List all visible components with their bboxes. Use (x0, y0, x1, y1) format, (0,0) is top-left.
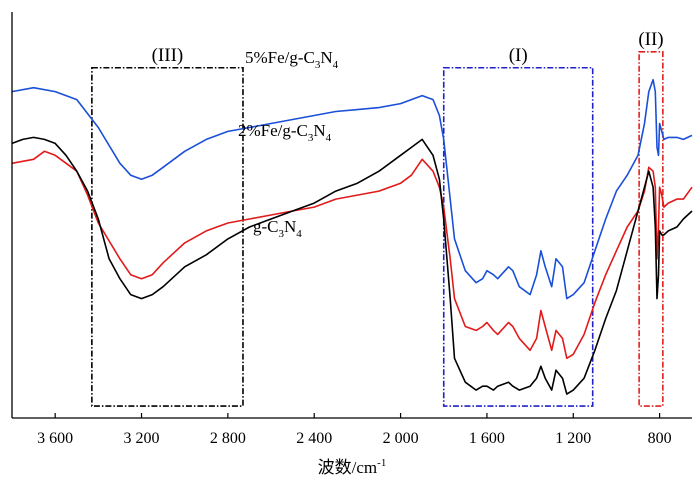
region-rect (91, 66, 244, 407)
region-label: (III) (152, 45, 184, 66)
x-tick-label: 1 600 (469, 430, 505, 447)
series-label: g-C3N4 (253, 217, 302, 240)
region-box: (III) (91, 45, 244, 407)
x-tick-label: 2 000 (383, 430, 419, 447)
region-rect (638, 51, 664, 407)
series-label: 5%Fe/g-C3N4 (245, 48, 339, 71)
x-axis-label-text: 波数/cm (318, 458, 378, 477)
series-line (11, 150, 693, 360)
region-box: (I) (442, 45, 594, 407)
x-tick-label: 800 (648, 430, 672, 447)
series-label: 2%Fe/g-C3N4 (238, 121, 332, 144)
series-labels: 5%Fe/g-C3N4 2%Fe/g-C3N4 g-C3N4 (238, 48, 339, 240)
x-ticks: 3 600 3 200 2 800 2 400 2 000 1 600 1 200 800 (37, 413, 672, 447)
series-line (11, 136, 693, 395)
x-axis-label: 波数/cm-1 (318, 457, 387, 477)
x-tick-label: 2 800 (210, 430, 246, 447)
region-label: (II) (638, 29, 663, 50)
x-tick-label: 1 200 (555, 430, 591, 447)
x-tick-label: 3 600 (37, 430, 73, 447)
region-boxes: (III) (I) (II) (91, 29, 664, 407)
region-label: (I) (509, 45, 528, 66)
series-lines (11, 78, 693, 395)
series-line (11, 78, 693, 300)
x-tick-label: 3 200 (124, 430, 160, 447)
x-tick-label: 2 400 (296, 430, 332, 447)
region-box: (II) (638, 29, 664, 407)
region-rect (442, 66, 594, 407)
x-axis-label-superscript: -1 (377, 457, 386, 469)
